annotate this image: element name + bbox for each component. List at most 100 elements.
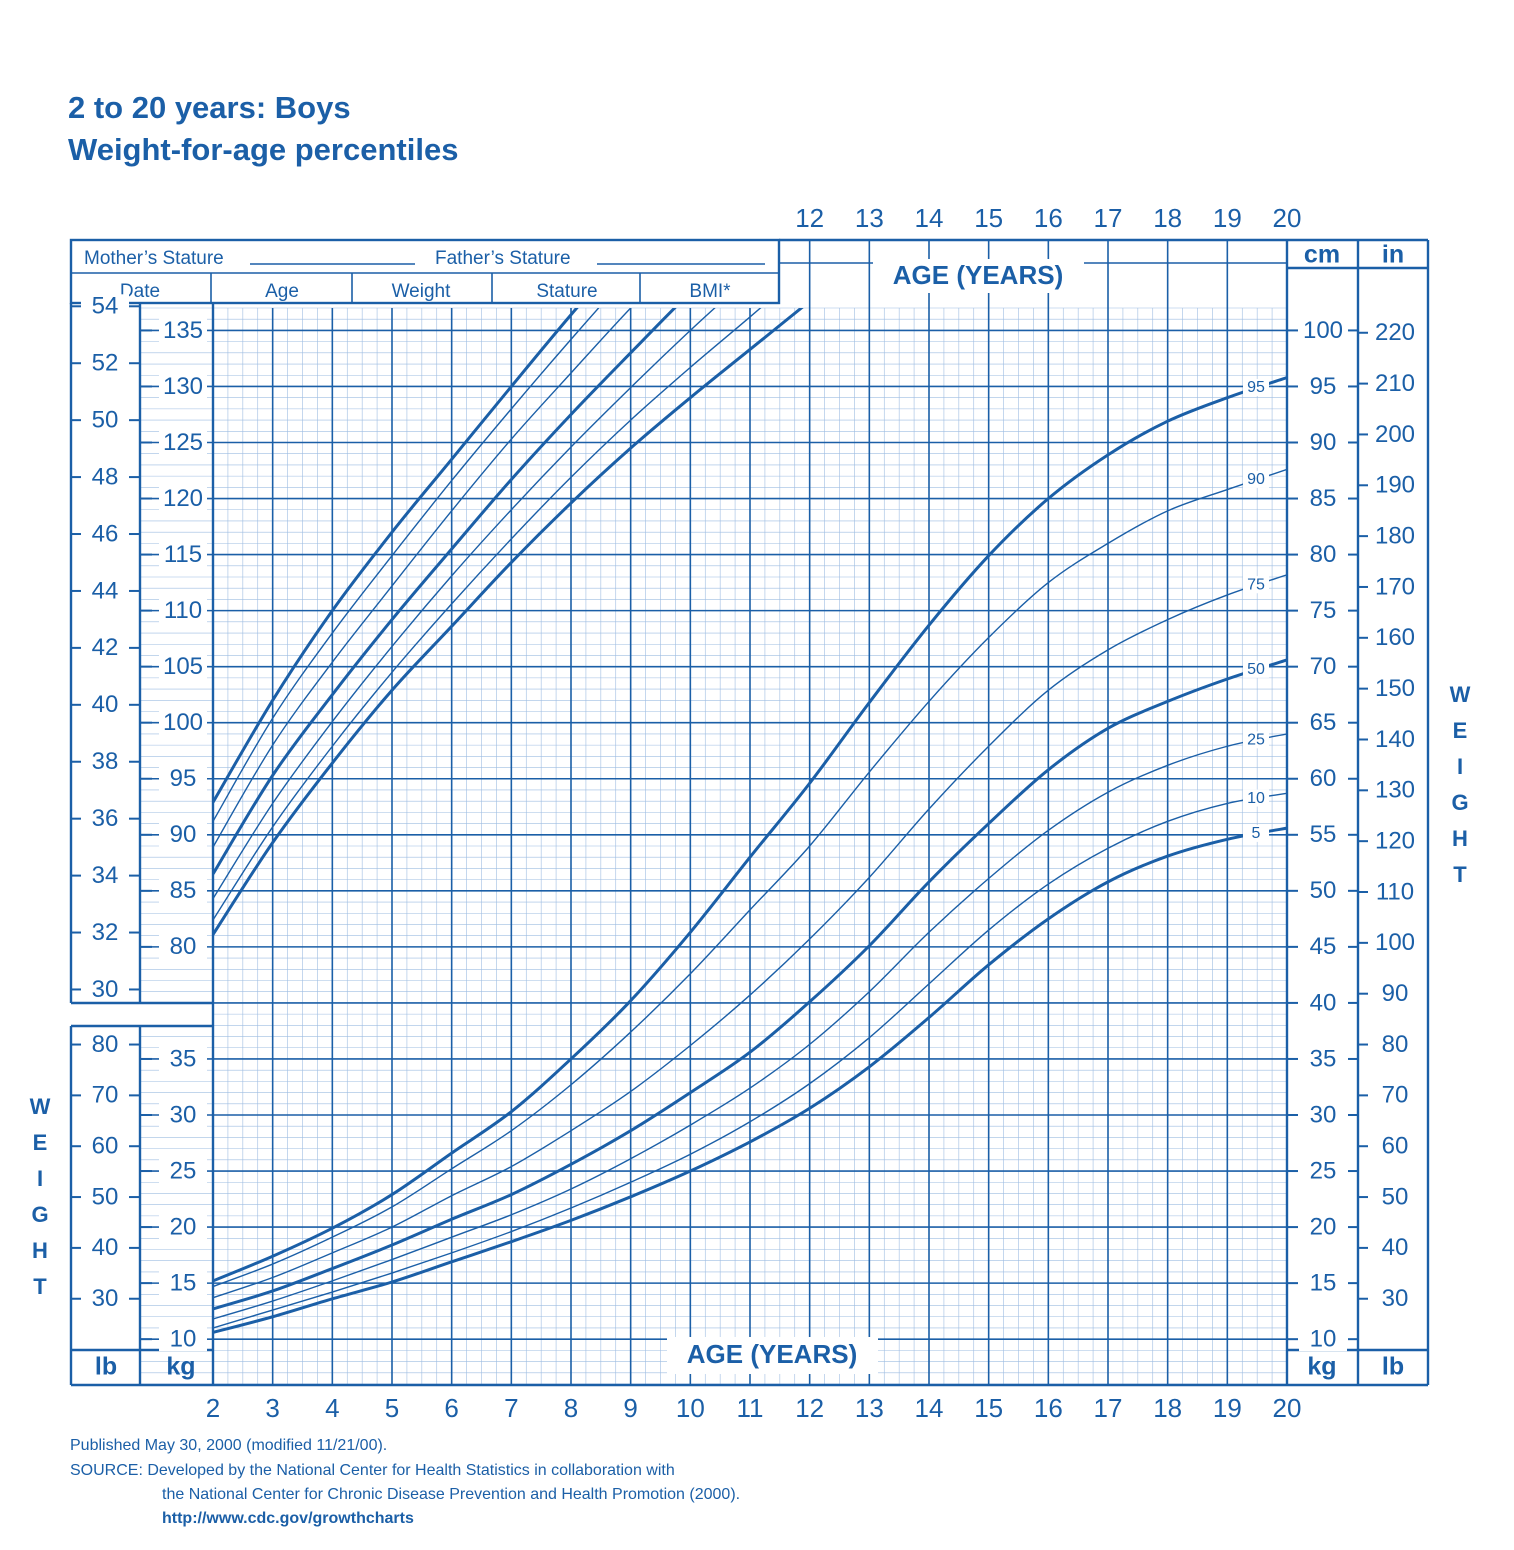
y-tick-label: 190 (1375, 472, 1415, 499)
y-tick-label: 125 (163, 429, 203, 456)
y-tick-label: 32 (92, 919, 119, 946)
footer-text: Published May 30, 2000 (modified 11/21/0… (70, 1437, 387, 1454)
x-tick-label: 5 (385, 1393, 399, 1423)
tick-bg (159, 1215, 207, 1240)
y-tick-label: 85 (1310, 485, 1337, 512)
percentile-curve (213, 574, 1287, 1299)
tick-bg (81, 1032, 129, 1057)
tick-bg (81, 465, 129, 490)
percentile-curve (213, 308, 677, 875)
unit-label: in (1382, 241, 1404, 269)
x-tick-label: 6 (444, 1393, 458, 1423)
legend-label: 95 (1247, 379, 1265, 396)
tick-bg (1371, 422, 1419, 447)
y-tick-label: 25 (170, 1157, 197, 1184)
legend-bg (1243, 824, 1269, 842)
tick-bg (81, 806, 129, 831)
x-tick-label: 20 (1273, 1393, 1302, 1423)
y-tick-label: 200 (1375, 421, 1415, 448)
tick-bg (1299, 990, 1347, 1015)
x-tick-label: 8 (564, 1393, 578, 1423)
percentile-curve (213, 376, 1287, 1283)
y-tick-label: 42 (92, 634, 119, 661)
y-axis-title: WEIGHT (28, 1094, 53, 1310)
tick-bg (159, 486, 207, 511)
tick-bg (1299, 934, 1347, 959)
y-tick-label: 160 (1375, 624, 1415, 651)
tick-bg (159, 766, 207, 791)
form-box (69, 238, 781, 305)
x-tick-label: 16 (1034, 1393, 1063, 1423)
x-tick-label: 14 (915, 1393, 944, 1423)
y-tick-label: 38 (92, 748, 119, 775)
tick-bg (1371, 981, 1419, 1006)
tick-bg (1371, 625, 1419, 650)
tick-bg (1299, 766, 1347, 791)
y-tick-label: 85 (170, 877, 197, 904)
y-tick-label: 50 (1310, 877, 1337, 904)
tick-bg (81, 522, 129, 547)
x-tick-label: 3 (265, 1393, 279, 1423)
unit-label: cm (1304, 241, 1340, 269)
y-tick-label: 50 (1382, 1183, 1409, 1210)
y-tick-label: 100 (163, 709, 203, 736)
tick-bg (1299, 1327, 1347, 1352)
y-tick-label: 35 (1310, 1045, 1337, 1072)
tick-bg (1299, 542, 1347, 567)
tick-bg (1299, 1271, 1347, 1296)
tick-bg (159, 822, 207, 847)
percentile-curve (213, 308, 804, 936)
y-tick-label: 210 (1375, 370, 1415, 397)
y-tick-label: 70 (1310, 653, 1337, 680)
chart-subtitle: Weight-for-age percentiles (68, 132, 458, 167)
tick-bg (159, 374, 207, 399)
y-tick-label: 130 (1375, 777, 1415, 804)
x-tick-label: 17 (1094, 1393, 1123, 1423)
tick-bg (1371, 1235, 1419, 1260)
y-tick-label: 15 (1310, 1269, 1337, 1296)
x-tick-label: 18 (1153, 203, 1182, 233)
x-tick-label: 11 (737, 1393, 764, 1423)
y-tick-label: 10 (170, 1326, 197, 1353)
y-tick-label: 220 (1375, 319, 1415, 346)
tick-bg (1299, 1159, 1347, 1184)
y-tick-label: 46 (92, 520, 119, 547)
tick-bg (81, 1185, 129, 1210)
y-tick-label: 80 (1382, 1031, 1409, 1058)
x-tick-label: 13 (855, 203, 884, 233)
tick-bg (1371, 1185, 1419, 1210)
y-tick-label: 40 (1382, 1234, 1409, 1261)
y-tick-label: 170 (1375, 573, 1415, 600)
tick-bg (159, 1046, 207, 1071)
tick-bg (81, 1235, 129, 1260)
y-tick-label: 40 (92, 691, 119, 718)
tick-bg (1371, 676, 1419, 701)
legend-bg (1243, 660, 1269, 678)
y-tick-label: 55 (1310, 821, 1337, 848)
percentile-curve (213, 658, 1287, 1311)
percentile-curve (213, 792, 1287, 1329)
y-tick-label: 20 (170, 1213, 197, 1240)
y-tick-label: 30 (1382, 1285, 1409, 1312)
x-tick-label: 15 (974, 203, 1003, 233)
y-tick-label: 54 (92, 293, 119, 320)
form-column: Stature (536, 281, 597, 302)
legend-label: 50 (1247, 661, 1265, 678)
y-tick-label: 130 (163, 373, 203, 400)
tick-bg (1371, 574, 1419, 599)
tick-bg (81, 977, 129, 1002)
legend-label: 5 (1252, 825, 1261, 842)
x-tick-label: 12 (795, 1393, 824, 1423)
y-tick-label: 40 (1310, 989, 1337, 1016)
y-tick-label: 70 (1382, 1082, 1409, 1109)
y-tick-label: 60 (92, 1133, 119, 1160)
y-tick-label: 115 (164, 541, 202, 568)
x-tick-label: 7 (504, 1393, 518, 1423)
tick-bg (1371, 1032, 1419, 1057)
unit-label: lb (95, 1353, 117, 1381)
tick-bg (81, 920, 129, 945)
tick-bg (81, 635, 129, 660)
y-tick-label: 75 (1310, 597, 1337, 624)
unit-label: kg (166, 1353, 195, 1381)
